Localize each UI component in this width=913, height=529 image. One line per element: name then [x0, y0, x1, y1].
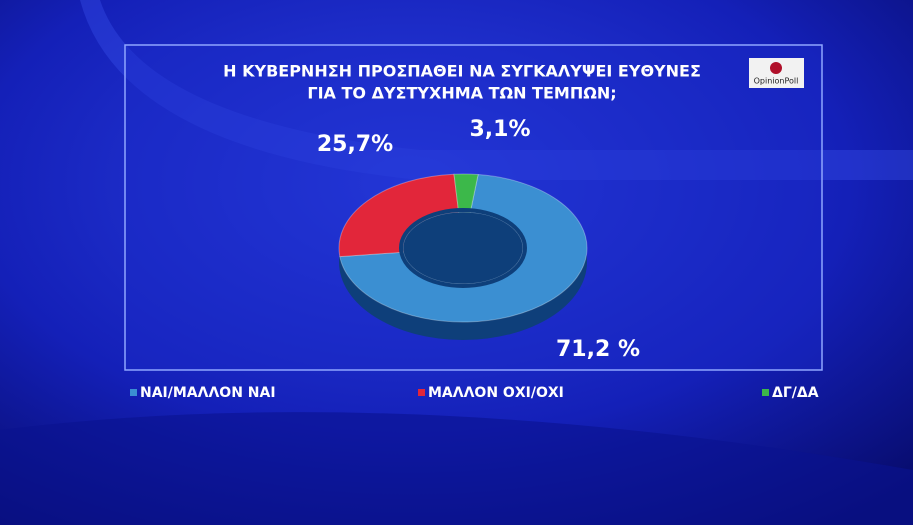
background-swoosh: [0, 412, 913, 525]
value-label: 25,7%: [317, 132, 393, 157]
legend-label: ΝΑΙ/ΜΑΛΛΟΝ ΝΑΙ: [140, 385, 276, 401]
background-swoosh: [80, 0, 913, 180]
legend-swatch: [130, 389, 137, 396]
donut-slice: [339, 174, 588, 323]
chart-title: ΓΙΑ ΤΟ ΔΥΣΤΥΧΗΜΑ ΤΩΝ ΤΕΜΠΩΝ;: [307, 84, 616, 103]
logo-icon: [770, 62, 782, 74]
donut: [338, 173, 588, 323]
legend-label: ΜΑΛΛΟΝ ΟΧΙ/ΟΧΙ: [428, 385, 564, 401]
logo: OpinionPoll: [754, 77, 799, 86]
value-label: 71,2 %: [556, 337, 640, 362]
value-label: 3,1%: [469, 117, 530, 142]
labels: 71,2 % 25,7% 3,1%: [317, 117, 640, 362]
donut-slice: [338, 173, 460, 258]
legend: ΝΑΙ/ΜΑΛΛΟΝ ΝΑΙ ΜΑΛΛΟΝ ΟΧΙ/ΟΧΙ ΔΓ/ΔΑ: [130, 385, 819, 401]
chart-title: Η ΚΥΒΕΡΝΗΣΗ ΠΡΟΣΠΑΘΕΙ ΝΑ ΣΥΓΚΑΛΥΨΕΙ ΕΥΘΥ…: [223, 62, 701, 81]
donut-hole-edge: [399, 208, 527, 288]
legend-swatch: [762, 389, 769, 396]
legend-label: ΔΓ/ΔΑ: [772, 385, 819, 401]
legend-swatch: [418, 389, 425, 396]
donut-slice: [453, 173, 479, 213]
